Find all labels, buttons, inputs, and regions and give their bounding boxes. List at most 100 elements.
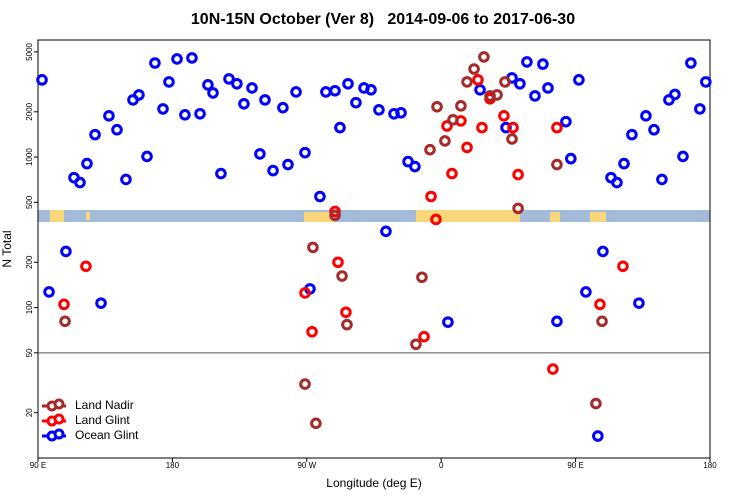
point (395, 106, 407, 119)
legend-label: Land Nadir (75, 398, 134, 412)
point (340, 306, 352, 319)
x-tick-label: 90 W (297, 461, 316, 470)
point (334, 121, 346, 134)
point (507, 121, 519, 134)
point (580, 286, 592, 298)
point (380, 225, 392, 238)
point (700, 76, 712, 88)
y-tick-label: 50 (25, 348, 34, 357)
point (133, 89, 145, 101)
point (551, 158, 563, 171)
point (171, 53, 183, 65)
x-tick-label: 0 (439, 461, 444, 470)
point (310, 417, 322, 430)
point (163, 76, 175, 88)
point (565, 152, 577, 165)
point (307, 241, 319, 254)
point (611, 176, 623, 189)
point (416, 271, 428, 284)
point (350, 96, 362, 109)
point (442, 316, 454, 328)
point (202, 79, 214, 91)
x-tick-label: 180 (166, 461, 180, 470)
point (512, 168, 524, 181)
point (514, 77, 526, 90)
point (231, 77, 243, 90)
point (365, 84, 377, 96)
point (336, 270, 348, 282)
legend-label: Ocean Glint (75, 428, 139, 442)
point (36, 74, 48, 86)
point (149, 57, 161, 69)
point (537, 58, 549, 70)
point (551, 121, 563, 134)
point (439, 135, 451, 147)
point (332, 256, 344, 269)
point (669, 88, 681, 101)
point (596, 315, 608, 328)
point (425, 190, 437, 203)
point (491, 89, 503, 101)
point (254, 148, 266, 160)
point (120, 173, 132, 186)
point (573, 74, 585, 86)
point (461, 141, 473, 154)
point (277, 101, 289, 114)
point (329, 209, 341, 222)
point (542, 82, 554, 94)
x-axis-label: Longitude (deg E) (326, 476, 421, 490)
point (478, 51, 490, 63)
point (446, 167, 458, 180)
point (617, 260, 629, 273)
point (306, 325, 318, 338)
point (441, 120, 453, 132)
point (223, 73, 235, 85)
point (447, 113, 459, 126)
y-axis-label: N Total (0, 230, 14, 267)
point (111, 123, 123, 136)
point (341, 318, 353, 331)
legend-marker (53, 428, 65, 440)
point (694, 103, 706, 115)
y-tick-label: 20 (25, 408, 34, 417)
point (299, 378, 311, 390)
point (618, 157, 630, 170)
point (677, 150, 689, 163)
y-tick-label: 100 (25, 300, 34, 314)
point (179, 108, 191, 121)
point (592, 430, 604, 442)
plot-frame (37, 39, 711, 459)
y-tick-label: 500 (25, 195, 34, 209)
point (186, 52, 198, 64)
point (499, 76, 511, 88)
point (461, 76, 473, 88)
point (590, 397, 602, 410)
point (656, 173, 668, 186)
point (521, 56, 533, 68)
point (58, 298, 70, 311)
point (506, 133, 518, 145)
point (685, 57, 697, 69)
point (409, 160, 421, 173)
legend-label: Land Glint (75, 413, 130, 427)
point (597, 245, 609, 258)
legend-marker (53, 398, 65, 410)
point (424, 143, 436, 156)
point (194, 107, 206, 120)
point (410, 338, 422, 351)
point (299, 146, 311, 159)
x-tick-label: 90 E (30, 461, 46, 470)
point (430, 213, 442, 226)
point (468, 63, 480, 75)
y-tick-label: 1000 (25, 148, 34, 166)
point (238, 98, 250, 110)
point (60, 245, 72, 258)
point (80, 260, 92, 273)
x-tick-label: 90 E (567, 461, 583, 470)
point (290, 86, 302, 98)
point (547, 363, 559, 375)
point (215, 167, 227, 180)
point (95, 297, 107, 309)
point (529, 90, 541, 102)
